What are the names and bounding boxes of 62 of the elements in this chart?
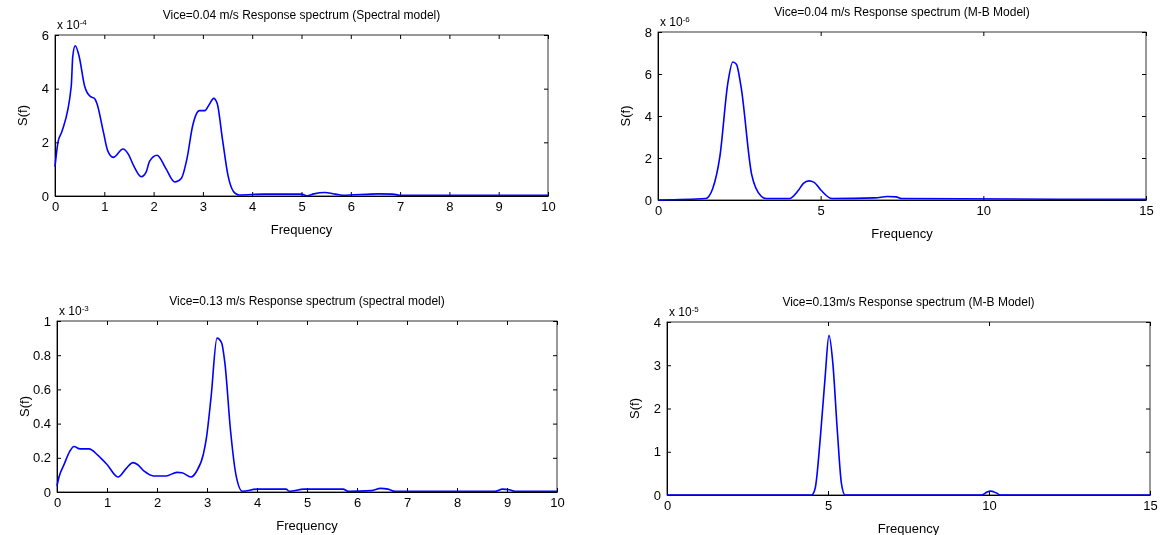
x-axis-title: Frequency bbox=[871, 226, 934, 241]
chart-title: Vice=0.13m/s Response spectrum (M-B Model) bbox=[782, 295, 1035, 309]
y-tick-label: 0 bbox=[43, 484, 51, 500]
x-tick-label: 8 bbox=[453, 495, 462, 511]
x-tick-label: 4 bbox=[253, 495, 262, 511]
x-tick-label: 3 bbox=[199, 199, 208, 215]
chart-title: Vice=0.04 m/s Response spectrum (M-B Model) bbox=[774, 5, 1030, 19]
x-tick-label: 15 bbox=[1139, 203, 1154, 219]
text: x 10$^{-4}$ bbox=[57, 17, 88, 32]
y-tick-label: 0.8 bbox=[32, 347, 51, 363]
x-tick-label: 6 bbox=[353, 495, 362, 511]
y-tick-label: 0 bbox=[41, 188, 49, 204]
y-tick-label: 6 bbox=[41, 27, 49, 43]
y-axis-title: S(f) bbox=[15, 105, 30, 126]
y-tick-label: 1 bbox=[653, 444, 661, 460]
x-tick-label: 5 bbox=[298, 199, 306, 215]
y-tick-label: 3 bbox=[653, 357, 661, 373]
x-tick-label: 10 bbox=[541, 199, 556, 215]
x-tick-label: 10 bbox=[976, 203, 992, 219]
chart-title: Vice=0.13 m/s Response spectrum (spectral model) bbox=[169, 294, 445, 308]
x-tick-label: 2 bbox=[150, 199, 158, 215]
x-tick-label: 0 bbox=[663, 498, 672, 514]
x-tick-label: 10 bbox=[550, 495, 565, 511]
x-axis-title: Frequency bbox=[270, 222, 333, 237]
text: x 10$^{-5}$ bbox=[669, 304, 700, 319]
text: x 10$^{-6}$ bbox=[660, 14, 691, 29]
y-tick-label: 2 bbox=[653, 401, 661, 417]
y-tick-label: 2 bbox=[41, 134, 49, 150]
x-axis-title: Frequency bbox=[877, 521, 940, 535]
y-tick-label: 0.4 bbox=[32, 416, 51, 432]
x-tick-label: 0 bbox=[53, 495, 62, 511]
y-axis-title: S(f) bbox=[627, 398, 642, 419]
y-tick-label: 6 bbox=[644, 66, 652, 82]
x-tick-label: 7 bbox=[396, 199, 405, 215]
x-tick-label: 6 bbox=[347, 199, 355, 215]
x-tick-label: 1 bbox=[103, 495, 112, 511]
x-tick-label: 5 bbox=[817, 203, 825, 219]
x-tick-label: 5 bbox=[303, 495, 312, 511]
x-tick-label: 9 bbox=[495, 199, 503, 215]
y-tick-label: 8 bbox=[644, 24, 652, 40]
y-tick-label: 0.6 bbox=[32, 382, 51, 398]
x-tick-label: 1 bbox=[101, 199, 109, 215]
x-tick-label: 2 bbox=[153, 495, 162, 511]
x-tick-label: 10 bbox=[982, 498, 997, 514]
y-axis-title: S(f) bbox=[618, 105, 633, 127]
y-tick-label: 0.2 bbox=[32, 450, 51, 466]
text: x 10$^{-3}$ bbox=[59, 303, 90, 318]
y-tick-label: 2 bbox=[644, 150, 652, 166]
x-tick-label: 9 bbox=[503, 495, 512, 511]
y-tick-label: 4 bbox=[644, 108, 652, 124]
x-tick-label: 7 bbox=[403, 495, 412, 511]
y-tick-label: 4 bbox=[41, 81, 49, 97]
y-axis-title: S(f) bbox=[17, 396, 32, 417]
x-tick-label: 8 bbox=[446, 199, 454, 215]
x-tick-label: 4 bbox=[249, 199, 257, 215]
y-tick-label: 4 bbox=[653, 314, 661, 330]
chart-title: Vice=0.04 m/s Response spectrum (Spectral model) bbox=[162, 8, 441, 22]
y-tick-label: 1 bbox=[43, 313, 51, 329]
x-tick-label: 15 bbox=[1143, 498, 1158, 514]
x-axis-title: Frequency bbox=[276, 518, 339, 533]
x-tick-label: 5 bbox=[824, 498, 833, 514]
x-tick-label: 3 bbox=[203, 495, 212, 511]
